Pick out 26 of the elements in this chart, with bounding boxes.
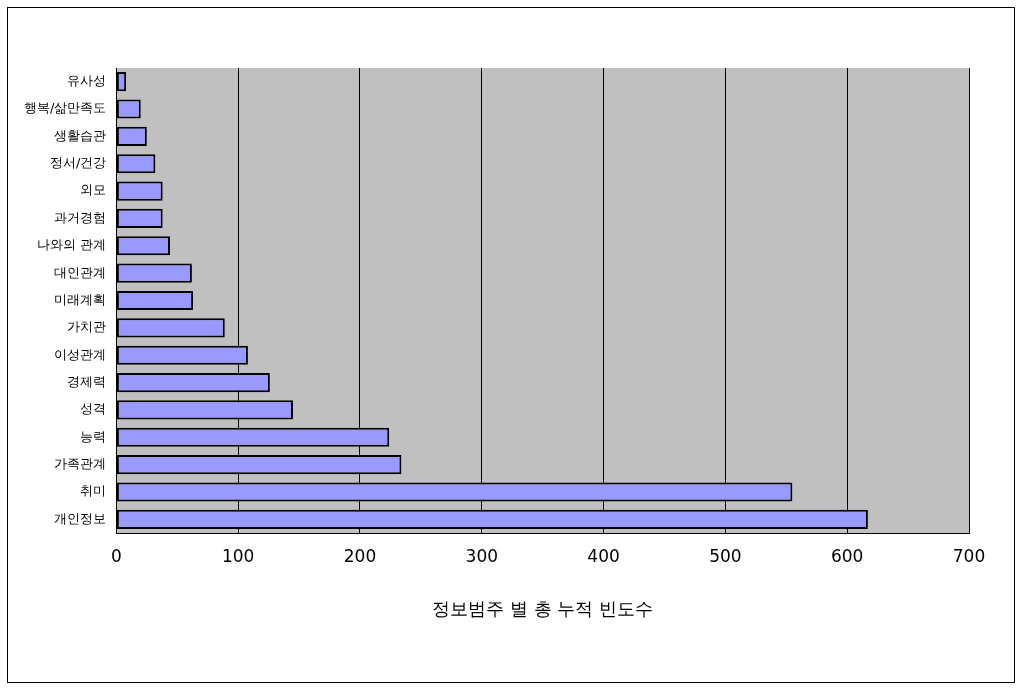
y-tick-label: 대인관계 [54,264,107,280]
y-tick-label: 이성관계 [54,346,107,362]
x-tick-label: 700 [952,545,986,566]
y-tick-label: 개인정보 [54,510,107,526]
y-tick-label: 성격 [80,401,107,417]
x-tick-label: 400 [587,545,620,566]
y-tick-label: 능력 [80,428,107,444]
x-tick-label: 500 [709,545,742,566]
y-tick-label: 행복/삶만족도 [23,100,107,116]
y-tick-label: 나와의 관계 [37,237,107,253]
y-tick-label: 생활습관 [54,127,107,143]
x-tick-label: 300 [465,545,499,566]
x-tick-label: 200 [343,545,377,566]
y-tick-label: 유사성 [67,73,107,89]
x-axis-title: 정보범주 별 총 누적 빈도수 [432,597,654,619]
y-tick-label: 경제력 [67,373,107,389]
x-tick-label: 0 [110,545,122,566]
y-tick-label: 정서/건강 [49,155,107,171]
y-tick-label: 취미 [80,483,107,499]
y-tick-label: 가치관 [67,319,107,335]
x-tick-label: 600 [830,545,864,566]
y-tick-label: 미래계획 [54,291,107,307]
y-tick-label: 과거경험 [54,209,107,225]
y-tick-label: 가족관계 [54,455,107,471]
x-tick-label: 100 [221,545,255,566]
y-tick-label: 외모 [80,182,107,198]
